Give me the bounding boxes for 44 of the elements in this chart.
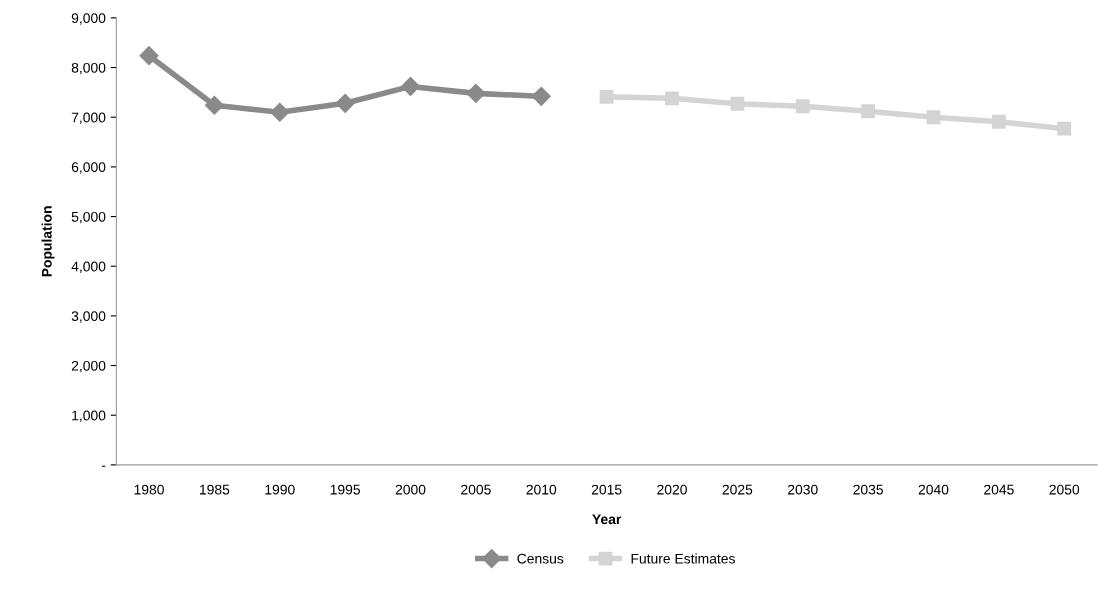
x-tick-label: 2000 [395, 484, 426, 495]
point [991, 114, 1006, 129]
x-axis-title: Year [592, 514, 622, 525]
y-axis-title: Population [41, 206, 55, 277]
point [795, 99, 810, 114]
y-tick-label: - [101, 465, 106, 467]
y-tick-label: 8,000 [71, 62, 106, 75]
x-tick-label: 2030 [788, 484, 818, 495]
x-tick-label: 2035 [853, 484, 883, 495]
point [335, 93, 355, 113]
point [531, 86, 551, 106]
y-tick-label: 2,000 [71, 360, 106, 373]
x-tick-label: 1990 [265, 484, 295, 495]
x-tick-label: 2045 [984, 484, 1014, 495]
x-tick-label: 2050 [1049, 484, 1080, 495]
x-tick-label: 2040 [918, 484, 949, 495]
point [599, 89, 614, 104]
x-tick-label: 1985 [200, 484, 230, 495]
legend-label: Census [517, 553, 564, 564]
point [730, 96, 745, 111]
point [861, 104, 876, 119]
x-tick-label: 1980 [134, 484, 164, 495]
point [204, 95, 224, 115]
point [1057, 121, 1072, 136]
y-tick-label: 4,000 [71, 261, 106, 274]
x-tick-label: 2020 [657, 484, 687, 495]
y-tick-label: 5,000 [71, 211, 106, 224]
y-tick-label: 6,000 [71, 162, 106, 174]
x-tick-label: 2015 [591, 484, 622, 495]
x-tick-label: 2010 [526, 484, 557, 495]
point [665, 91, 679, 106]
legend-label: Future Estimates [631, 553, 735, 564]
y-tick-label: 7,000 [71, 112, 106, 125]
x-tick-label: 2025 [722, 484, 753, 495]
point [139, 46, 159, 66]
point [466, 83, 486, 103]
point [270, 102, 290, 122]
y-tick-label: 1,000 [72, 410, 106, 423]
point [926, 110, 941, 125]
x-tick-label: 2005 [461, 484, 491, 495]
y-tick-label: 3,000 [71, 311, 106, 323]
point [400, 76, 421, 96]
y-tick-label: 9,000 [71, 13, 106, 25]
x-tick-label: 1995 [330, 484, 361, 495]
